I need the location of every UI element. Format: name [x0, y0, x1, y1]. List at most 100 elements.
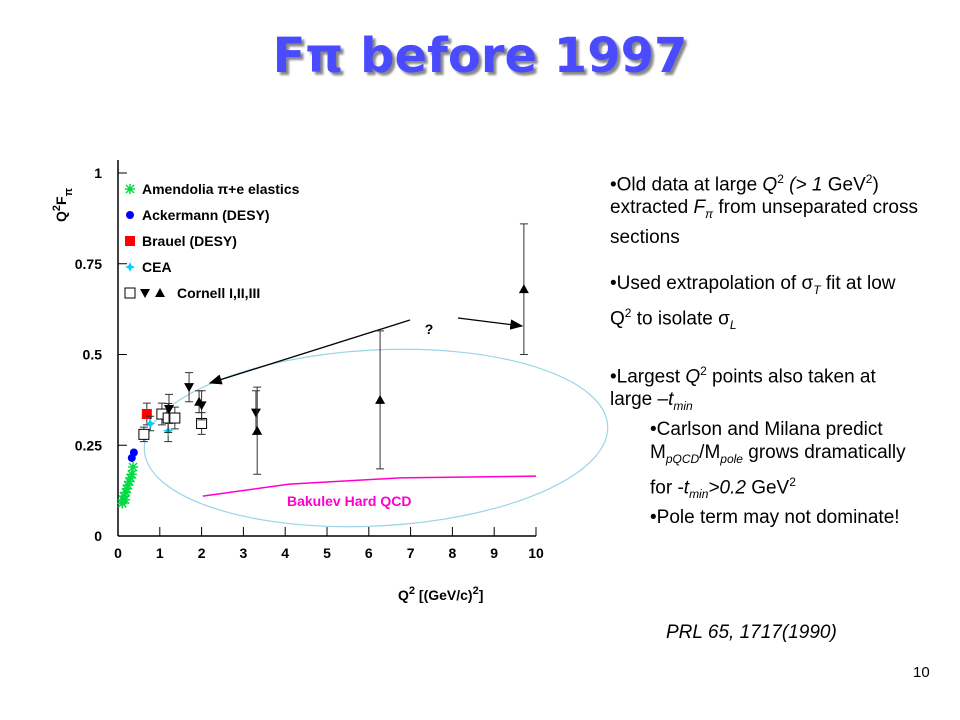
x-tick-label: 8	[449, 545, 457, 561]
label-run: Q	[53, 211, 69, 222]
point	[126, 211, 134, 219]
curve	[202, 475, 537, 497]
text-run: Q	[685, 366, 701, 388]
text-run: 2	[777, 172, 784, 186]
text-run: T	[813, 282, 821, 297]
label-run: ]	[479, 587, 484, 603]
text-run: /M	[699, 442, 721, 464]
curve-label: Bakulev Hard QCD	[287, 493, 411, 509]
text-run: •Largest	[610, 366, 686, 388]
annotation-box	[415, 303, 443, 339]
text-run: π	[305, 28, 344, 84]
x-axis-label: Q2 [(GeV/c)2]	[398, 585, 483, 603]
text-run: GeV	[745, 477, 790, 499]
x-tick-label: 0	[114, 545, 122, 561]
legend-label: CEA	[142, 259, 172, 275]
text-run: pQCD	[665, 451, 700, 466]
x-tick-label: 10	[528, 545, 544, 561]
point	[124, 287, 136, 299]
point	[126, 469, 137, 480]
y-tick-label: 0.5	[83, 347, 103, 363]
label-run: 2	[473, 585, 479, 597]
point	[375, 394, 386, 404]
label-run: 2	[409, 585, 415, 597]
point	[169, 412, 181, 424]
bullet-list: •Old data at large Q2 (> 1 GeV2) extract…	[610, 168, 920, 529]
point	[118, 491, 129, 502]
x-tick-label: 5	[323, 545, 331, 561]
label-run: 2	[51, 205, 63, 211]
annotation: ?	[425, 321, 434, 337]
x-tick-label: 7	[407, 545, 415, 561]
point	[155, 288, 165, 297]
text-run: grows dramatically for -	[650, 442, 906, 499]
point	[123, 480, 134, 491]
text-run: F	[693, 197, 706, 219]
text-run: before 1997	[343, 28, 688, 84]
bullet: •Used extrapolation of σT fit at low Q2 …	[610, 272, 920, 337]
text-run: (> 1	[783, 174, 823, 196]
point	[129, 448, 138, 457]
point	[121, 483, 132, 494]
text-run: points also taken at large –	[610, 366, 876, 411]
y-axis-label: Q2Fπ	[51, 187, 75, 222]
point	[125, 184, 135, 194]
text-run: 2	[789, 474, 796, 489]
x-tick-label: 6	[365, 545, 373, 561]
text-run: from unseparated cross sections	[610, 197, 918, 249]
text-run: to isolate	[631, 308, 719, 330]
text-run: GeV	[822, 174, 866, 196]
text-run: •Used extrapolation of	[610, 273, 802, 295]
point	[125, 262, 135, 272]
point	[125, 472, 136, 483]
y-tick-label: 0.25	[75, 437, 102, 453]
reference: PRL 65, 1717(1990)	[666, 622, 837, 643]
text-run: 2	[624, 305, 632, 320]
text-run: min	[673, 399, 693, 414]
point	[163, 404, 174, 414]
text-run: •Carlson and Milana predict M	[650, 419, 883, 464]
text-run: min	[689, 487, 709, 502]
text-run: 2	[865, 172, 873, 186]
label-run: π	[63, 187, 75, 196]
page-number: 10	[913, 664, 930, 681]
highlight-ellipse	[143, 348, 609, 528]
text-run: t	[668, 389, 674, 411]
label-run: Q	[398, 587, 409, 603]
point	[184, 383, 195, 393]
label-run: F	[53, 196, 69, 205]
text-run: L	[729, 318, 737, 333]
x-tick-label: 9	[490, 545, 498, 561]
legend-label: Amendolia π+e elastics	[142, 181, 300, 197]
text-run: σ	[801, 273, 814, 295]
slide-title: Fπ before 1997	[0, 28, 960, 84]
x-tick-label: 1	[156, 545, 164, 561]
text-run: >0.2	[708, 477, 746, 499]
point	[138, 428, 150, 440]
point	[120, 494, 131, 505]
text-run: •Pole term may not dominate!	[650, 507, 900, 529]
point	[128, 462, 139, 473]
text-run: Q	[762, 174, 778, 196]
legend-label: Cornell I,II,III	[177, 285, 260, 301]
point	[141, 409, 152, 420]
text-run: ) extracted	[610, 174, 879, 219]
legend-label: Brauel (DESY)	[142, 233, 237, 249]
text-run: π	[705, 207, 714, 222]
arrow	[457, 317, 524, 330]
label-run: [(GeV/c)	[415, 587, 473, 603]
text-run: fit at low Q	[610, 273, 896, 330]
point	[518, 284, 529, 294]
point	[120, 487, 131, 498]
text-run: σ	[718, 308, 730, 330]
text-run: t	[683, 477, 690, 499]
point	[145, 418, 156, 429]
x-tick-label: 3	[240, 545, 248, 561]
x-tick-label: 2	[198, 545, 206, 561]
bullet: •Old data at large Q2 (> 1 GeV2) extract…	[610, 168, 920, 249]
y-tick-label: 0	[94, 528, 102, 544]
point	[252, 425, 263, 435]
point	[140, 289, 150, 298]
